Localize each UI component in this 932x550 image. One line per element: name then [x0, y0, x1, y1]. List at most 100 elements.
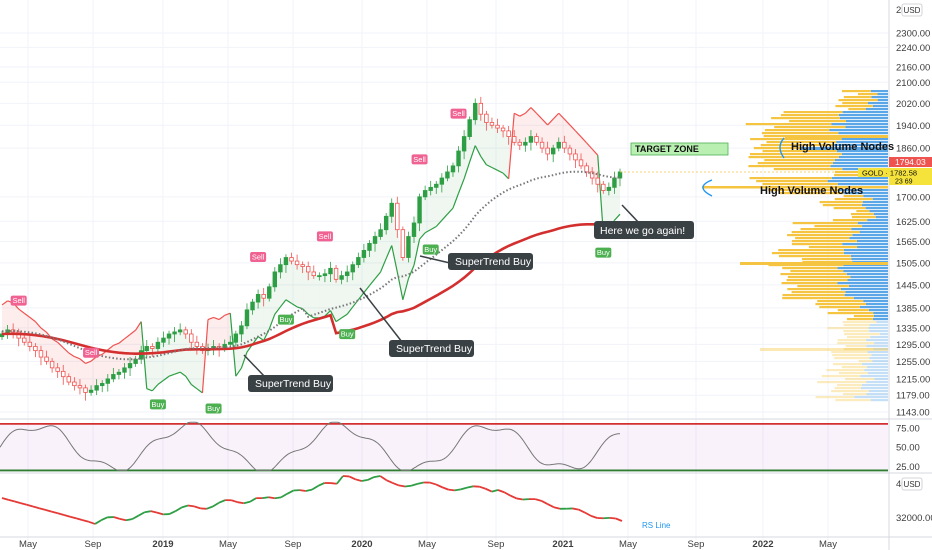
volume-bar-blue	[843, 264, 888, 267]
supertrend-fill	[486, 122, 492, 168]
volume-bar-yellow	[797, 285, 849, 288]
supertrend-line	[40, 327, 47, 333]
volume-bar-blue	[862, 201, 888, 204]
candle-body	[562, 141, 567, 149]
price-tick-label: 2020.00	[896, 99, 930, 110]
callout-2-box	[389, 340, 474, 357]
volume-bar-blue	[872, 198, 888, 201]
candle-body	[534, 136, 539, 143]
candle-body	[601, 183, 606, 191]
volume-bar-yellow	[837, 384, 862, 387]
rs-line-segment	[113, 516, 121, 520]
supertrend-fill	[336, 275, 342, 322]
supertrend-line	[207, 316, 214, 321]
sub-badge	[889, 177, 932, 185]
candle-body	[122, 367, 127, 373]
volume-bar-blue	[871, 96, 888, 99]
price-tick-label: 1445.00	[896, 280, 930, 291]
oscillator-line	[0, 421, 621, 471]
rs-line-segment	[280, 493, 288, 499]
price-pane[interactable]: Sell Sell Buy Buy Sell Buy Sell Buy Sell Buy Sell B…	[0, 96, 888, 414]
candle-body	[161, 337, 166, 343]
rs-line-segment	[615, 517, 623, 522]
volume-bar-yellow	[795, 237, 850, 240]
supertrend-fill	[124, 334, 131, 368]
supertrend-line	[441, 213, 448, 221]
volume-bar-yellow	[745, 123, 832, 126]
candle-body	[417, 196, 422, 224]
candle-body	[166, 333, 172, 339]
rs-line-segment	[540, 500, 549, 505]
rs-line-segment	[1, 497, 9, 501]
volume-bar-yellow	[753, 147, 841, 150]
volume-bar-yellow	[826, 369, 865, 372]
time-tick-label: 2021	[552, 539, 574, 550]
volume-bar-yellow	[834, 198, 873, 201]
volume-bar-blue	[843, 270, 888, 273]
signal-buy: Buy	[595, 247, 612, 258]
volume-bar-blue	[827, 180, 888, 183]
volume-bar-yellow	[819, 201, 863, 204]
volume-bar-yellow	[762, 183, 838, 186]
supertrend-line	[329, 310, 337, 322]
rs-line-segment	[479, 485, 486, 490]
volume-bar-blue	[874, 342, 888, 345]
candle-body	[294, 260, 300, 266]
candle-body	[44, 356, 49, 362]
supertrend-line	[524, 107, 532, 114]
supertrend-line	[547, 118, 554, 126]
volume-bar-blue	[869, 210, 888, 213]
candle-body	[567, 147, 573, 155]
rs-line-segment	[137, 511, 146, 517]
supertrend-line	[163, 375, 170, 381]
volume-bar-blue	[859, 231, 888, 234]
volume-bar-yellow	[760, 348, 888, 351]
rs-line-segment	[299, 489, 306, 492]
supertrend-line	[519, 112, 526, 117]
volume-bar-blue	[836, 150, 888, 153]
supertrend-fill	[196, 346, 203, 393]
supertrend-line	[463, 161, 471, 179]
rs-line-segment	[410, 483, 418, 487]
supertrend-line	[613, 213, 621, 221]
signal-buy: Buy	[422, 244, 439, 255]
candle-body	[456, 150, 461, 167]
rs-line-segment	[268, 496, 275, 500]
signal-marker	[422, 244, 439, 255]
oscillator-pane[interactable]	[0, 421, 888, 472]
volume-bar-yellow	[858, 360, 873, 363]
supertrend-fill	[146, 346, 153, 391]
candle-body	[556, 141, 561, 149]
supertrend-line	[497, 169, 504, 174]
volume-bar-yellow	[785, 135, 888, 138]
candle-body	[233, 333, 239, 343]
volume-bar-blue	[839, 117, 888, 120]
target-zone-box	[630, 142, 729, 156]
volume-bar-yellow	[778, 249, 844, 252]
volume-bar-yellow	[841, 366, 867, 369]
signal-marker	[595, 247, 612, 258]
volume-bar-blue	[842, 111, 888, 114]
candle-body	[322, 273, 328, 277]
candle-body	[194, 341, 200, 347]
supertrend-fill	[436, 178, 442, 227]
annotations: TARGET ZONE High Volume Nodes High Volum…	[243, 137, 894, 530]
volume-bar-yellow	[833, 363, 862, 366]
rs-line-segment	[156, 511, 164, 516]
supertrend-fill	[102, 349, 108, 384]
supertrend-fill	[430, 184, 437, 230]
volume-bar-yellow	[842, 321, 877, 324]
volume-bar-blue	[869, 324, 888, 327]
rs-pane[interactable]	[1, 475, 623, 525]
volume-bar-blue	[845, 126, 888, 129]
ema-line	[1, 223, 621, 356]
supertrend-fill	[224, 313, 231, 345]
rs-line-segment	[69, 515, 77, 520]
candle-body	[66, 376, 72, 383]
rs-line-segment	[336, 475, 344, 485]
supertrend-line	[541, 118, 549, 126]
supertrend-fill	[313, 275, 320, 318]
price-axis[interactable]: 2300.00 2240.00 2160.00 2100.00 2020.00 1940.…	[19, 3, 932, 550]
price-tick-label: 1179.00	[896, 391, 930, 402]
